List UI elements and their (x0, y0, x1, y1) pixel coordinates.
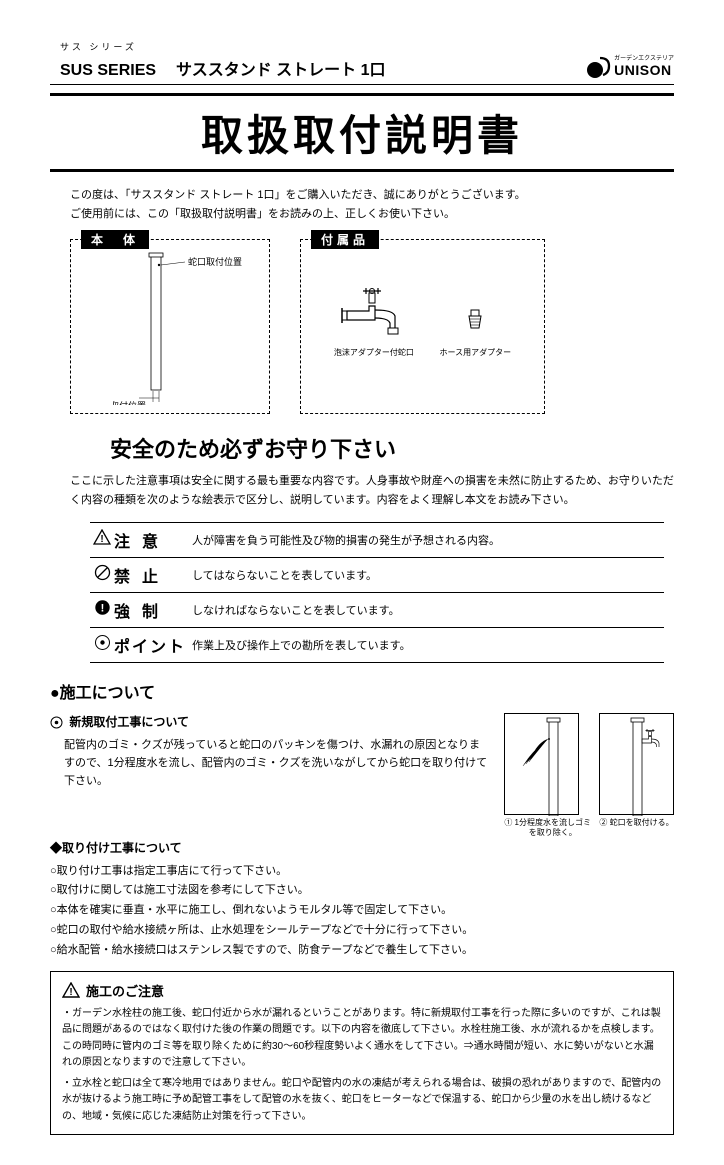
part-faucet: 泡沫アダプター付蛇口 (334, 286, 414, 358)
intro-text: この度は、「サススタンド ストレート 1口」をご購入いただき、誠にありがとうござ… (70, 186, 674, 223)
step2-caption: ② 蛇口を取付ける。 (599, 818, 674, 828)
unison-icon (586, 56, 612, 78)
document-title: 取扱取付説明書 (50, 102, 674, 163)
safety-row-point: ポイント 作業上及び操作上での勘所を表しています。 (90, 628, 664, 663)
bullet-5: ○給水配管・給水接続口はステンレス製ですので、防食テープなどで養生して下さい。 (50, 941, 674, 961)
caution-icon: ! (90, 529, 114, 550)
faucet-icon (338, 286, 410, 336)
point-term: ポイント (114, 633, 192, 657)
svg-text:!: ! (100, 602, 104, 614)
bullet-1: ○取り付け工事は指定工事店にて行って下さい。 (50, 862, 674, 882)
install-sub2: ◆取り付け工事について (50, 839, 674, 856)
safety-table: ! 注意 人が障害を負う可能性及び物的損害の発生が予想される内容。 禁止 しては… (90, 522, 664, 663)
header-row: SUS SERIES サススタンド ストレート 1口 ガーデンエクステリア UN… (50, 53, 674, 85)
document-header: サス シリーズ SUS SERIES サススタンド ストレート 1口 ガーデンエ… (50, 40, 674, 85)
step-1: ① 1分程度水を流しゴミ を取り除く。 (504, 713, 591, 839)
caution-header: ! 施工のご注意 (62, 981, 662, 1000)
point-icon (90, 634, 114, 656)
accessories-diagram: 付属品 泡沫アダプター付蛇口 (300, 239, 545, 414)
svg-text:!: ! (100, 534, 103, 545)
step1-caption: ① 1分程度水を流しゴミ を取り除く。 (504, 818, 591, 839)
mandatory-icon: ! (90, 599, 114, 621)
caution-desc: 人が障害を負う可能性及び物的損害の発生が予想される内容。 (192, 532, 664, 548)
stand-illustration: 蛇口取付位置 給水管取付位置 (113, 250, 273, 405)
mandatory-desc: しなければならないことを表しています。 (192, 602, 664, 618)
title-block: 取扱取付説明書 (50, 93, 674, 172)
intro-line-2: ご使用前には、この「取扱取付説明書」をお読みの上、正しくお使い下さい。 (70, 205, 674, 224)
install-heading: ●施工について (50, 679, 674, 703)
caution-title: 施工のご注意 (86, 981, 164, 1000)
step-2: ② 蛇口を取付ける。 (599, 713, 674, 839)
parts-row: 泡沫アダプター付蛇口 ホース用アダプター (321, 286, 524, 358)
bullet-3: ○本体を確実に垂直・水平に施工し、倒れないようモルタル等で固定して下さい。 (50, 901, 674, 921)
point-icon-inline (50, 716, 63, 729)
caution-item-2: ・立水栓と蛇口は全て寒冷地用ではありません。蛇口や配管内の水の凍結が考えられる場… (62, 1076, 662, 1126)
brand-name: UNISON (614, 62, 671, 78)
diagrams-row: 本 体 蛇口取付位置 給水管取付位置 付属品 (70, 239, 674, 414)
safety-row-mandatory: ! 強制 しなければならないことを表しています。 (90, 593, 664, 628)
svg-text:!: ! (69, 987, 72, 998)
warning-icon: ! (62, 982, 80, 998)
install-sub1: 新規取付工事について (50, 713, 489, 730)
part-adapter: ホース用アダプター (440, 308, 512, 358)
safety-row-prohibit: 禁止 してはならないことを表しています。 (90, 558, 664, 593)
step1-illustration (504, 713, 579, 815)
install-sub1-text: 新規取付工事について (69, 715, 189, 729)
install-row: 新規取付工事について 配管内のゴミ・クズが残っていると蛇口のパッキンを傷つけ、水… (50, 713, 674, 839)
bullet-2: ○取付けに関しては施工寸法図を参考にして下さい。 (50, 881, 674, 901)
install-text-block: 新規取付工事について 配管内のゴミ・クズが残っていると蛇口のパッキンを傷つけ、水… (50, 713, 489, 839)
safety-row-caution: ! 注意 人が障害を負う可能性及び物的損害の発生が予想される内容。 (90, 522, 664, 558)
brand-sub: ガーデンエクステリア (614, 53, 674, 62)
caution-box: ! 施工のご注意 ・ガーデン水栓柱の施工後、蛇口付近から水が漏れるということがあ… (50, 971, 674, 1136)
intro-line-1: この度は、「サススタンド ストレート 1口」をご購入いただき、誠にありがとうござ… (70, 186, 674, 205)
main-body-label: 本 体 (81, 230, 149, 249)
step2-illustration (599, 713, 674, 815)
part2-caption: ホース用アダプター (440, 347, 512, 358)
brand-logo: ガーデンエクステリア UNISON (586, 53, 674, 80)
mandatory-term: 強制 (114, 598, 192, 622)
anno-pipe-pos: 給水管取付位置 (113, 400, 146, 405)
install-para1: 配管内のゴミ・クズが残っていると蛇口のパッキンを傷つけ、水漏れの原因となりますの… (50, 736, 489, 790)
point-desc: 作業上及び操作上での勘所を表しています。 (192, 637, 664, 653)
adapter-icon (464, 308, 486, 336)
prohibit-desc: してはならないことを表しています。 (192, 567, 664, 583)
part1-caption: 泡沫アダプター付蛇口 (334, 347, 414, 358)
series-english: SUS SERIES (60, 62, 156, 80)
caution-term: 注意 (114, 528, 192, 552)
prohibit-term: 禁止 (114, 563, 192, 587)
main-body-diagram: 本 体 蛇口取付位置 給水管取付位置 (70, 239, 270, 414)
safety-heading: 安全のため必ずお守り下さい (110, 432, 674, 464)
step-boxes: ① 1分程度水を流しゴミ を取り除く。 ② 蛇口を取付ける。 (504, 713, 674, 839)
product-name: サススタンド ストレート 1口 (176, 56, 385, 80)
series-kana: サス シリーズ (60, 40, 674, 53)
accessories-label: 付属品 (311, 230, 379, 249)
bullet-4: ○蛇口の取付や給水接続ヶ所は、止水処理をシールテープなどで十分に行って下さい。 (50, 921, 674, 941)
caution-list: ・ガーデン水栓柱の施工後、蛇口付近から水が漏れるということがあります。特に新規取… (62, 1006, 662, 1126)
prohibit-icon (90, 564, 114, 586)
install-bullets: ○取り付け工事は指定工事店にて行って下さい。 ○取付けに関しては施工寸法図を参考… (50, 862, 674, 961)
anno-faucet-pos: 蛇口取付位置 (188, 256, 242, 267)
safety-intro: ここに示した注意事項は安全に関する最も重要な内容です。人身事故や財産への損害を未… (70, 472, 674, 509)
caution-item-1: ・ガーデン水栓柱の施工後、蛇口付近から水が漏れるということがあります。特に新規取… (62, 1006, 662, 1072)
